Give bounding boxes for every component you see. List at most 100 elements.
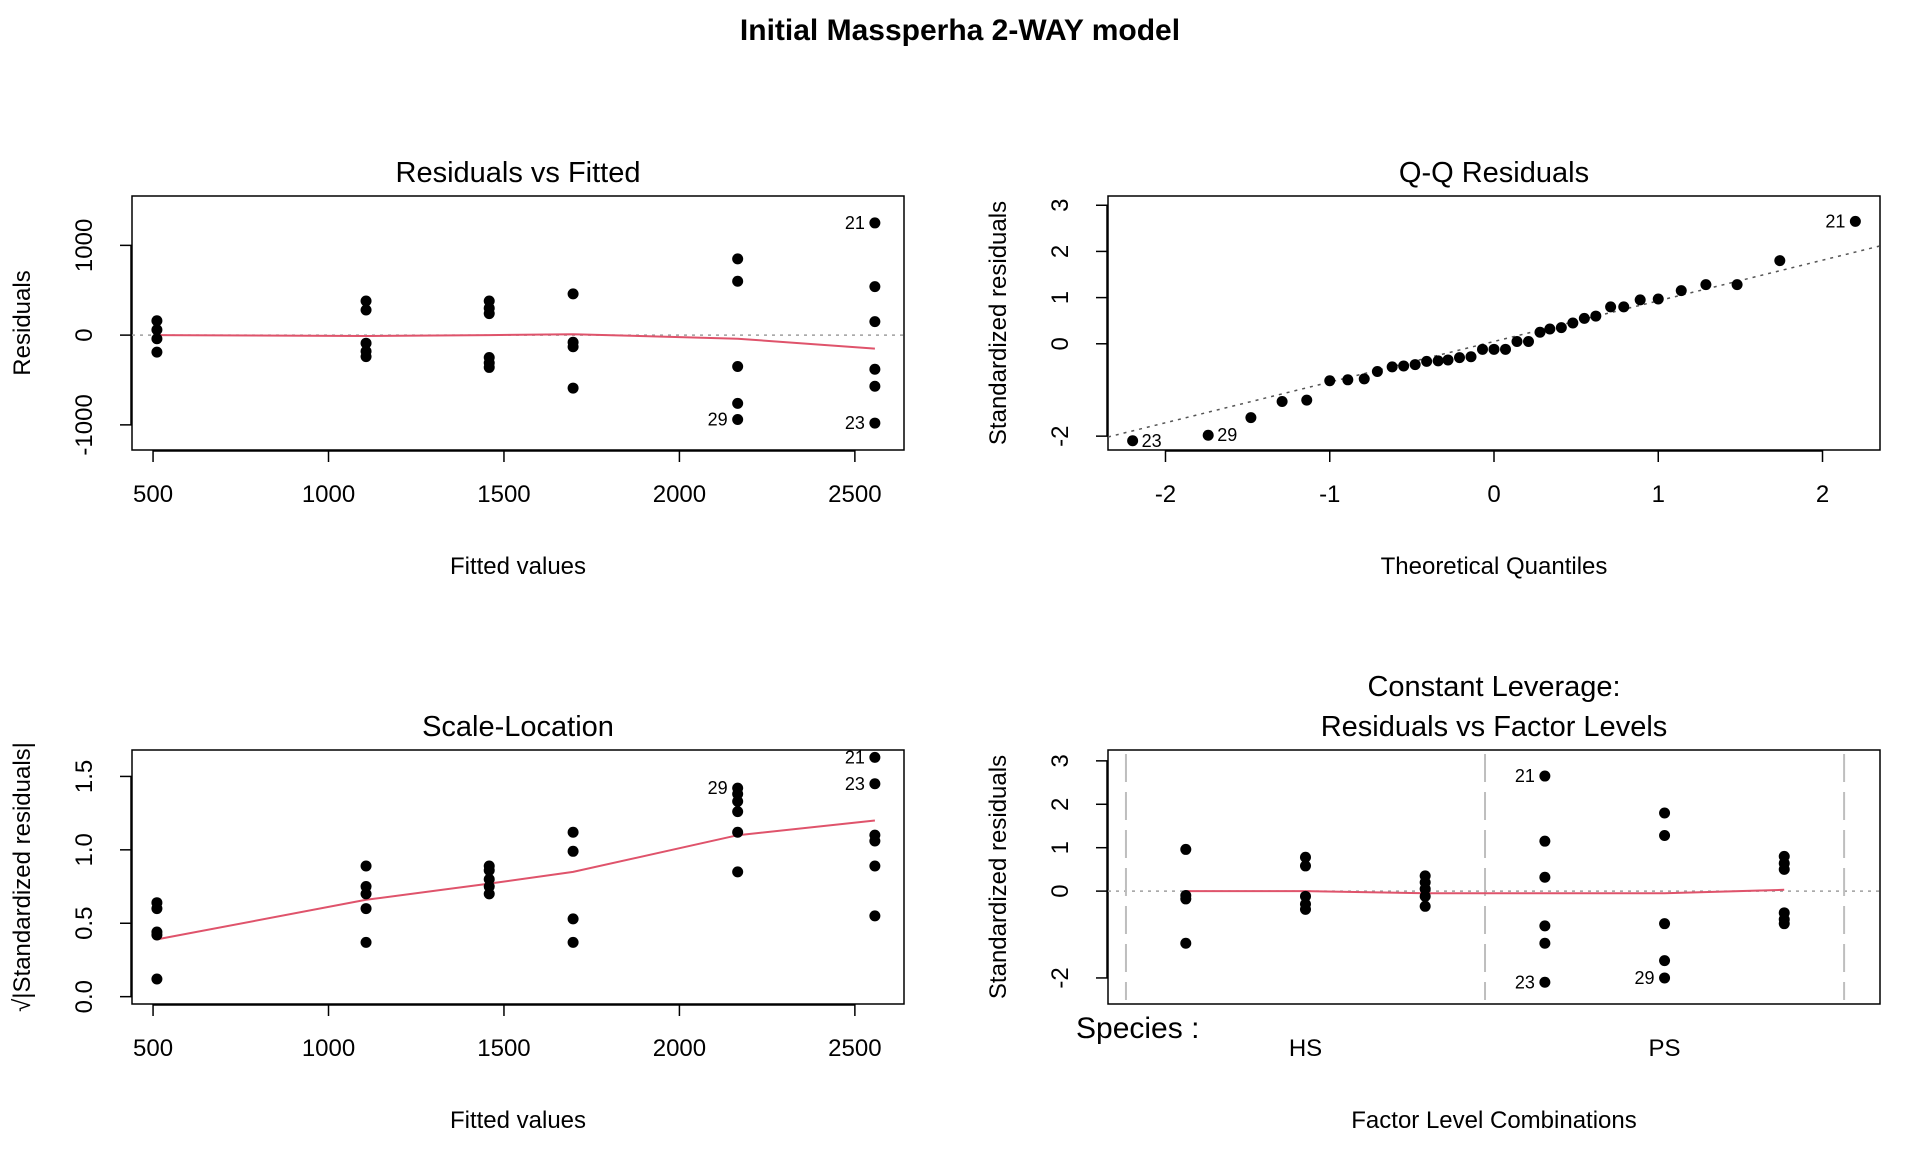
panel2-data-point bbox=[1534, 326, 1546, 338]
panel2-x-tick-label: 2 bbox=[1816, 481, 1829, 508]
panel4-data-point bbox=[1299, 890, 1311, 902]
panel2-y-tick-label: 1 bbox=[1047, 291, 1074, 304]
panel2-data-point bbox=[1511, 335, 1523, 347]
panel4-y-axis-label: Standardized residuals bbox=[985, 755, 1012, 999]
panel1-x-tick-label: 1500 bbox=[477, 481, 530, 508]
panel2-data-point bbox=[1442, 354, 1454, 366]
panel4-data-point bbox=[1180, 893, 1192, 905]
panel1-y-tick-label: 0 bbox=[71, 328, 98, 341]
panel1-data-point bbox=[869, 316, 881, 328]
panel4-data-point bbox=[1539, 835, 1551, 847]
panel4-data-point bbox=[1539, 770, 1551, 782]
panel1-x-axis-label: Fitted values bbox=[450, 553, 586, 580]
panel2-x-tick-label: -2 bbox=[1155, 481, 1176, 508]
panel2-data-point bbox=[1324, 375, 1336, 387]
panel2-data-point bbox=[1849, 215, 1861, 227]
panel3-point-label: 29 bbox=[708, 778, 728, 798]
panel2-data-point bbox=[1774, 255, 1786, 267]
panel4-data-point bbox=[1778, 918, 1790, 930]
panel2-data-point bbox=[1127, 435, 1139, 447]
panel4-data-point bbox=[1180, 843, 1192, 855]
panel4-data-point bbox=[1778, 863, 1790, 875]
panel3-x-tick-label: 2500 bbox=[828, 1035, 881, 1062]
panel1-y-tick-label: 1000 bbox=[71, 219, 98, 272]
panel2-data-point bbox=[1567, 317, 1579, 329]
panel3-y-axis-label: √|Standardized residuals| bbox=[9, 742, 36, 1012]
panel4-group-label: PS bbox=[1649, 1035, 1681, 1062]
panel4-data-point bbox=[1659, 830, 1671, 842]
panel2-data-point bbox=[1358, 373, 1370, 385]
panel3-data-point bbox=[360, 936, 372, 948]
panel3-plot-frame bbox=[131, 749, 905, 1005]
panel2-point-label: 29 bbox=[1217, 425, 1237, 445]
panel1-title: Residuals vs Fitted bbox=[396, 157, 641, 189]
panel1-data-point bbox=[869, 417, 881, 429]
panel1-point-label: 21 bbox=[845, 213, 865, 233]
panel3-data-point bbox=[567, 845, 579, 857]
panel2-point-label: 21 bbox=[1825, 211, 1845, 231]
panel2-y-tick-label: 2 bbox=[1047, 245, 1074, 258]
panel4-smooth-line bbox=[1185, 888, 1785, 895]
panel4-data-point bbox=[1539, 976, 1551, 988]
panel2-title: Q-Q Residuals bbox=[1399, 157, 1589, 189]
panel2-data-point bbox=[1731, 279, 1743, 291]
panel2-point-label: 23 bbox=[1142, 431, 1162, 451]
panel4-point-label: 23 bbox=[1515, 972, 1535, 992]
panel3-point-label: 21 bbox=[845, 747, 865, 767]
panel2-x-tick-label: 0 bbox=[1487, 481, 1500, 508]
panel2-data-point bbox=[1544, 323, 1556, 335]
panel2-plot-frame bbox=[1107, 195, 1881, 451]
panel3-data-point bbox=[360, 888, 372, 900]
panel1-y-tick-label: -1000 bbox=[71, 394, 98, 455]
panel3-data-point bbox=[732, 866, 744, 878]
panel1-data-point bbox=[732, 253, 744, 265]
panel2-data-point bbox=[1398, 360, 1410, 372]
panel3-data-point bbox=[483, 888, 495, 900]
panel1-data-point bbox=[869, 281, 881, 293]
panel3-data-point bbox=[151, 903, 163, 915]
panel3-data-point bbox=[567, 913, 579, 925]
panel2-qq-reference-line bbox=[1107, 245, 1881, 438]
panel4-point-label: 29 bbox=[1635, 968, 1655, 988]
panel3-data-point bbox=[360, 903, 372, 915]
panel1-data-point bbox=[151, 333, 163, 345]
panel2-data-point bbox=[1590, 310, 1602, 322]
panel3-y-tick-label: 0.0 bbox=[71, 980, 98, 1013]
panel1-x-tick-label: 1000 bbox=[302, 481, 355, 508]
panel4-data-point bbox=[1419, 900, 1431, 912]
panel4-data-point bbox=[1299, 860, 1311, 872]
panel1-x-tick-label: 2000 bbox=[653, 481, 706, 508]
panel3-point-label: 23 bbox=[845, 774, 865, 794]
panel3-y-tick-label: 1.5 bbox=[71, 760, 98, 793]
panel2-data-point bbox=[1276, 396, 1288, 408]
panel4-data-point bbox=[1539, 937, 1551, 949]
panel2-y-tick-label: -2 bbox=[1047, 425, 1074, 446]
panel2-data-point bbox=[1245, 412, 1257, 424]
panel3-y-tick-label: 1.0 bbox=[71, 833, 98, 866]
panel3-data-point bbox=[869, 778, 881, 790]
panel3-x-tick-label: 500 bbox=[133, 1035, 173, 1062]
panel4-y-tick-label: 0 bbox=[1047, 884, 1074, 897]
panel2-data-point bbox=[1465, 351, 1477, 363]
panel3-data-point bbox=[869, 751, 881, 763]
panel3-data-point bbox=[869, 860, 881, 872]
panel4-title-line1: Constant Leverage: bbox=[1367, 671, 1620, 703]
panel4-data-point bbox=[1659, 918, 1671, 930]
panel1-smooth-line bbox=[156, 333, 875, 350]
panel3-y-tick-label: 0.5 bbox=[71, 907, 98, 940]
panel2-data-point bbox=[1652, 293, 1664, 305]
panel2-x-axis-label: Theoretical Quantiles bbox=[1381, 553, 1608, 580]
panel3-data-point bbox=[732, 826, 744, 838]
panel2-data-point bbox=[1700, 279, 1712, 291]
panel4-group-label: HS bbox=[1289, 1035, 1322, 1062]
panel4-data-point bbox=[1539, 871, 1551, 883]
panel3-x-tick-label: 2000 bbox=[653, 1035, 706, 1062]
panel3-title: Scale-Location bbox=[422, 711, 614, 743]
panel3-data-point bbox=[567, 826, 579, 838]
panel2-data-point bbox=[1522, 335, 1534, 347]
panel1-data-point bbox=[483, 361, 495, 373]
panel4-data-point bbox=[1180, 937, 1192, 949]
panel1-data-point bbox=[732, 413, 744, 425]
panel3-smooth-line bbox=[156, 819, 876, 941]
